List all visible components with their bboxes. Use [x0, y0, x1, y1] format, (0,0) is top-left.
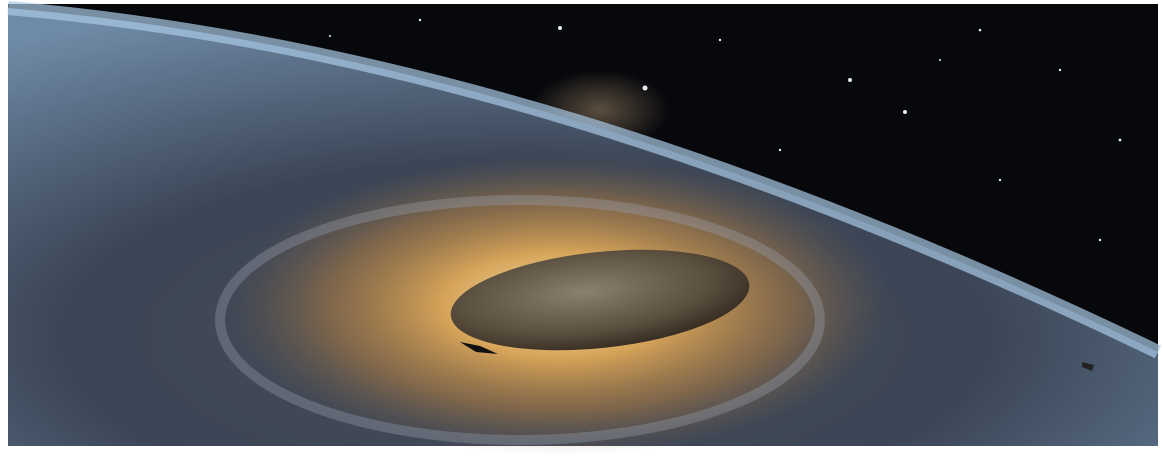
star: [903, 110, 907, 114]
atmosphere: [7, 1, 1162, 359]
star: [1098, 238, 1102, 242]
spacecraft: [460, 342, 498, 354]
star: [939, 59, 941, 61]
star: [978, 28, 982, 32]
asteroid: [450, 249, 750, 351]
spacecraft: [1082, 362, 1094, 371]
star: [558, 26, 562, 30]
star: [329, 35, 331, 37]
star: [848, 78, 852, 82]
star: [998, 178, 1002, 182]
star: [418, 18, 422, 22]
star: [778, 148, 782, 152]
star: [1058, 68, 1062, 72]
star: [718, 38, 722, 42]
star: [1118, 138, 1122, 142]
shock-ring: [215, 195, 825, 445]
